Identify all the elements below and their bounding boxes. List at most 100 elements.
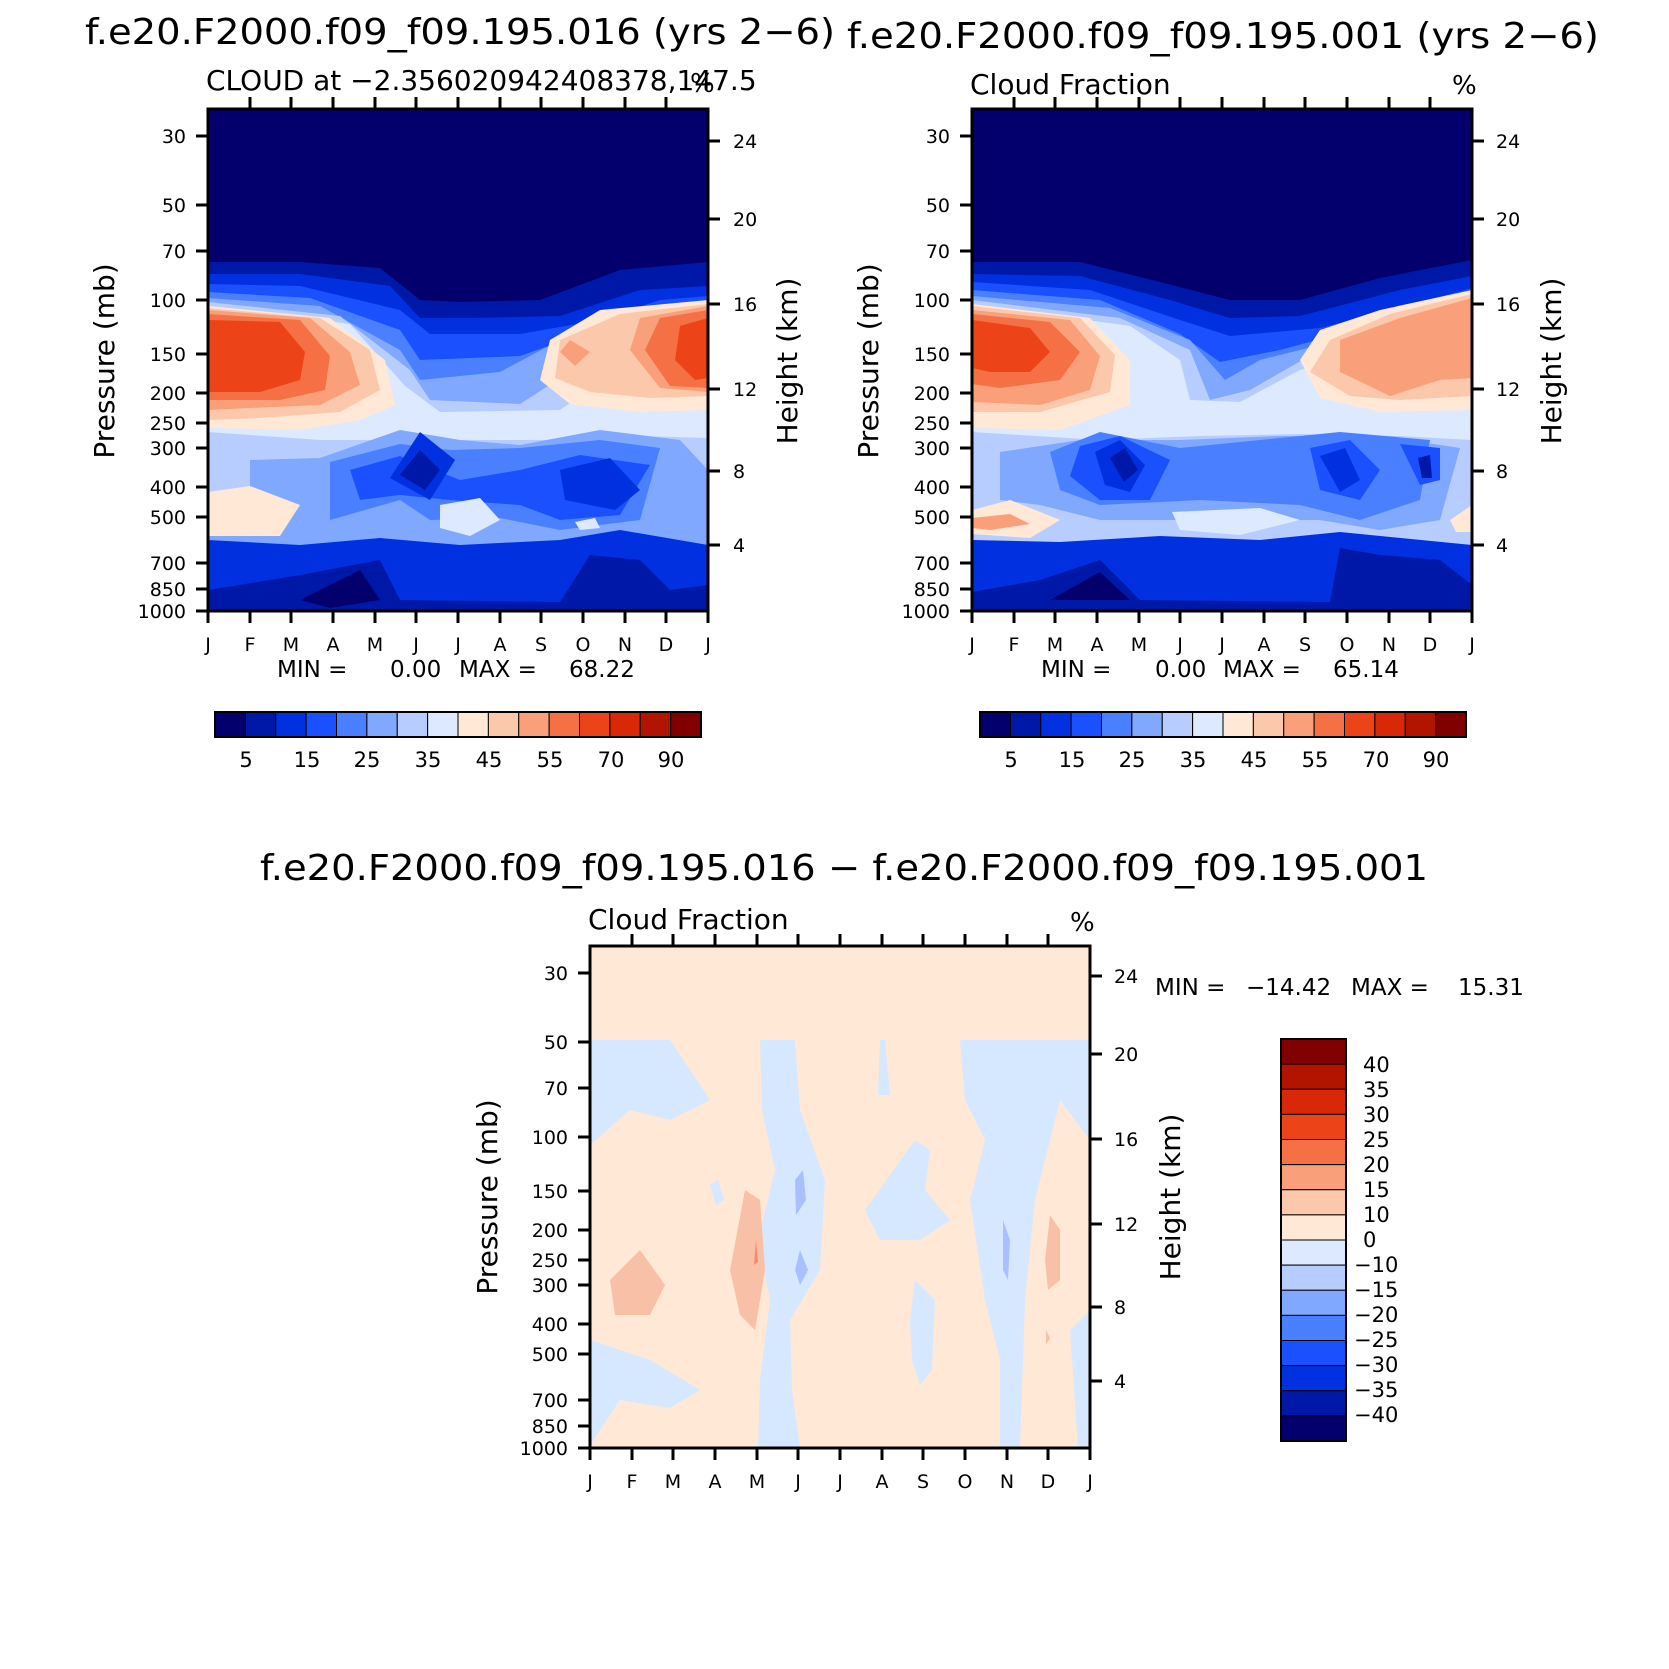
colorbar-swatch	[305, 711, 337, 738]
y-right-tick-label: 8	[1496, 461, 1508, 483]
x-tick-label: N	[1382, 634, 1396, 656]
x-tick-label: F	[245, 634, 256, 656]
colorbar-label: −15	[1354, 1278, 1398, 1302]
y-tick-label: 300	[532, 1275, 568, 1297]
y-tick-label: 850	[150, 579, 186, 601]
y-tick-label: 150	[150, 344, 186, 366]
colorbar-label: 35	[1180, 748, 1207, 772]
panel-2-colorbar: 5 15 25 35 45 55 70 90	[979, 711, 1467, 772]
x-tick-label: S	[1299, 634, 1311, 656]
y-tick-label: 400	[150, 477, 186, 499]
panel-3-colorbar: 40 35 30 25 20 15 10 0 −10 −15 −20 −25 −…	[1280, 1038, 1398, 1442]
x-tick-label: A	[494, 634, 507, 656]
panel-1-x-labels: J F M A M J J A S O N D J	[204, 634, 711, 656]
x-tick-label: S	[535, 634, 547, 656]
x-tick-label: N	[618, 634, 632, 656]
colorbar-label: 90	[658, 748, 685, 772]
panel-3-subtitle: Cloud Fraction	[588, 903, 789, 936]
colorbar-label: 10	[1363, 1203, 1390, 1227]
x-tick-label: M	[1047, 634, 1063, 656]
panel-2-subtitle: Cloud Fraction	[970, 68, 1171, 101]
panel-2-plot: J F M A M J J A S O N D J	[852, 97, 1568, 683]
panel-2-y-labels: 30 50 70 100 150 200 250 300 400 500 700…	[902, 126, 950, 623]
y-tick-label: 1000	[138, 601, 186, 623]
panel-1-min-label: MIN =	[277, 657, 347, 683]
x-tick-label: A	[876, 1471, 889, 1493]
panel-1-subtitle: CLOUD at −2.356020942408378,147.5	[206, 64, 757, 97]
colorbar-swatch	[670, 711, 702, 738]
x-tick-label: M	[367, 634, 383, 656]
y-right-tick-label: 12	[733, 379, 757, 401]
x-tick-label: O	[576, 634, 591, 656]
colorbar-swatch	[1070, 711, 1102, 738]
panel-1-colorbar: 5 15 25 35 45 55 70 90	[214, 711, 702, 772]
colorbar-label: 25	[354, 748, 381, 772]
colorbar-swatch	[1161, 711, 1194, 738]
colorbar-swatch	[1280, 1264, 1347, 1291]
x-tick-label: N	[1000, 1471, 1014, 1493]
panel-1-title: f.e20.F2000.f09_f09.195.016 (yrs 2−6)	[85, 12, 835, 53]
y-tick-label: 150	[532, 1181, 568, 1203]
y-tick-label: 250	[914, 413, 950, 435]
panel-3-y-right-labels: 24 20 16 12 8 4	[1114, 966, 1138, 1393]
x-tick-label: J	[412, 634, 419, 656]
y-right-tick-label: 4	[1114, 1371, 1126, 1393]
x-tick-label: J	[1218, 634, 1225, 656]
y-tick-label: 70	[544, 1078, 568, 1100]
panel-2-x-ticks	[970, 97, 1474, 623]
colorbar-swatch	[487, 711, 520, 738]
y-tick-label: 150	[914, 344, 950, 366]
y-tick-label: 200	[914, 383, 950, 405]
colorbar-swatch	[1280, 1038, 1347, 1065]
colorbar-swatch	[1192, 711, 1224, 738]
colorbar-swatch	[1280, 1214, 1347, 1241]
colorbar-label: −40	[1354, 1403, 1398, 1427]
colorbar-swatch	[1009, 711, 1042, 738]
y-tick-label: 100	[914, 290, 950, 312]
x-tick-label: D	[1423, 634, 1438, 656]
y-tick-label: 1000	[902, 601, 950, 623]
colorbar-swatch	[1101, 711, 1133, 738]
panel-1-max-label: MAX =	[459, 657, 537, 683]
x-tick-label: O	[958, 1471, 973, 1493]
y-tick-label: 200	[150, 383, 186, 405]
colorbar-swatch	[1280, 1415, 1347, 1442]
panel-2-ylabel: Pressure (mb)	[852, 263, 885, 458]
panel-3-y-ticks	[578, 971, 590, 1450]
colorbar-label: −20	[1354, 1303, 1398, 1327]
panel-2-y-ticks	[960, 134, 972, 613]
y-tick-label: 700	[532, 1390, 568, 1412]
x-tick-label: F	[1009, 634, 1020, 656]
x-tick-label: D	[1041, 1471, 1056, 1493]
colorbar-swatch	[1131, 711, 1163, 738]
y-right-tick-label: 24	[733, 131, 757, 153]
colorbar-swatch	[1280, 1113, 1347, 1140]
y-right-tick-label: 12	[1114, 1214, 1138, 1236]
colorbar-swatch	[336, 711, 368, 738]
colorbar-swatch	[1374, 711, 1406, 738]
colorbar-label: 40	[1363, 1053, 1390, 1077]
colorbar-swatch	[1280, 1239, 1347, 1266]
y-right-tick-label: 4	[733, 535, 745, 557]
y-tick-label: 400	[532, 1314, 568, 1336]
x-tick-label: J	[586, 1471, 593, 1493]
colorbar-swatch	[457, 711, 489, 738]
panel-3-min-label: MIN =	[1155, 975, 1225, 1001]
colorbar-swatch	[1313, 711, 1345, 738]
colorbar-swatch	[366, 711, 398, 738]
x-tick-label: M	[665, 1471, 681, 1493]
x-tick-label: J	[1176, 634, 1183, 656]
colorbar-label: 55	[537, 748, 564, 772]
panel-2-ylabel-right: Height (km)	[1535, 278, 1568, 445]
colorbar-label: 70	[1363, 748, 1390, 772]
colorbar-label: 35	[1363, 1078, 1390, 1102]
panel-1: f.e20.F2000.f09_f09.195.016 (yrs 2−6) CL…	[85, 12, 835, 772]
colorbar-label: 45	[1241, 748, 1268, 772]
colorbar-label: 55	[1302, 748, 1329, 772]
panel-2-max-label: MAX =	[1223, 657, 1301, 683]
y-right-tick-label: 8	[733, 461, 745, 483]
colorbar-label: 90	[1423, 748, 1450, 772]
colorbar-swatch	[639, 711, 672, 738]
colorbar-swatch	[1404, 711, 1437, 738]
